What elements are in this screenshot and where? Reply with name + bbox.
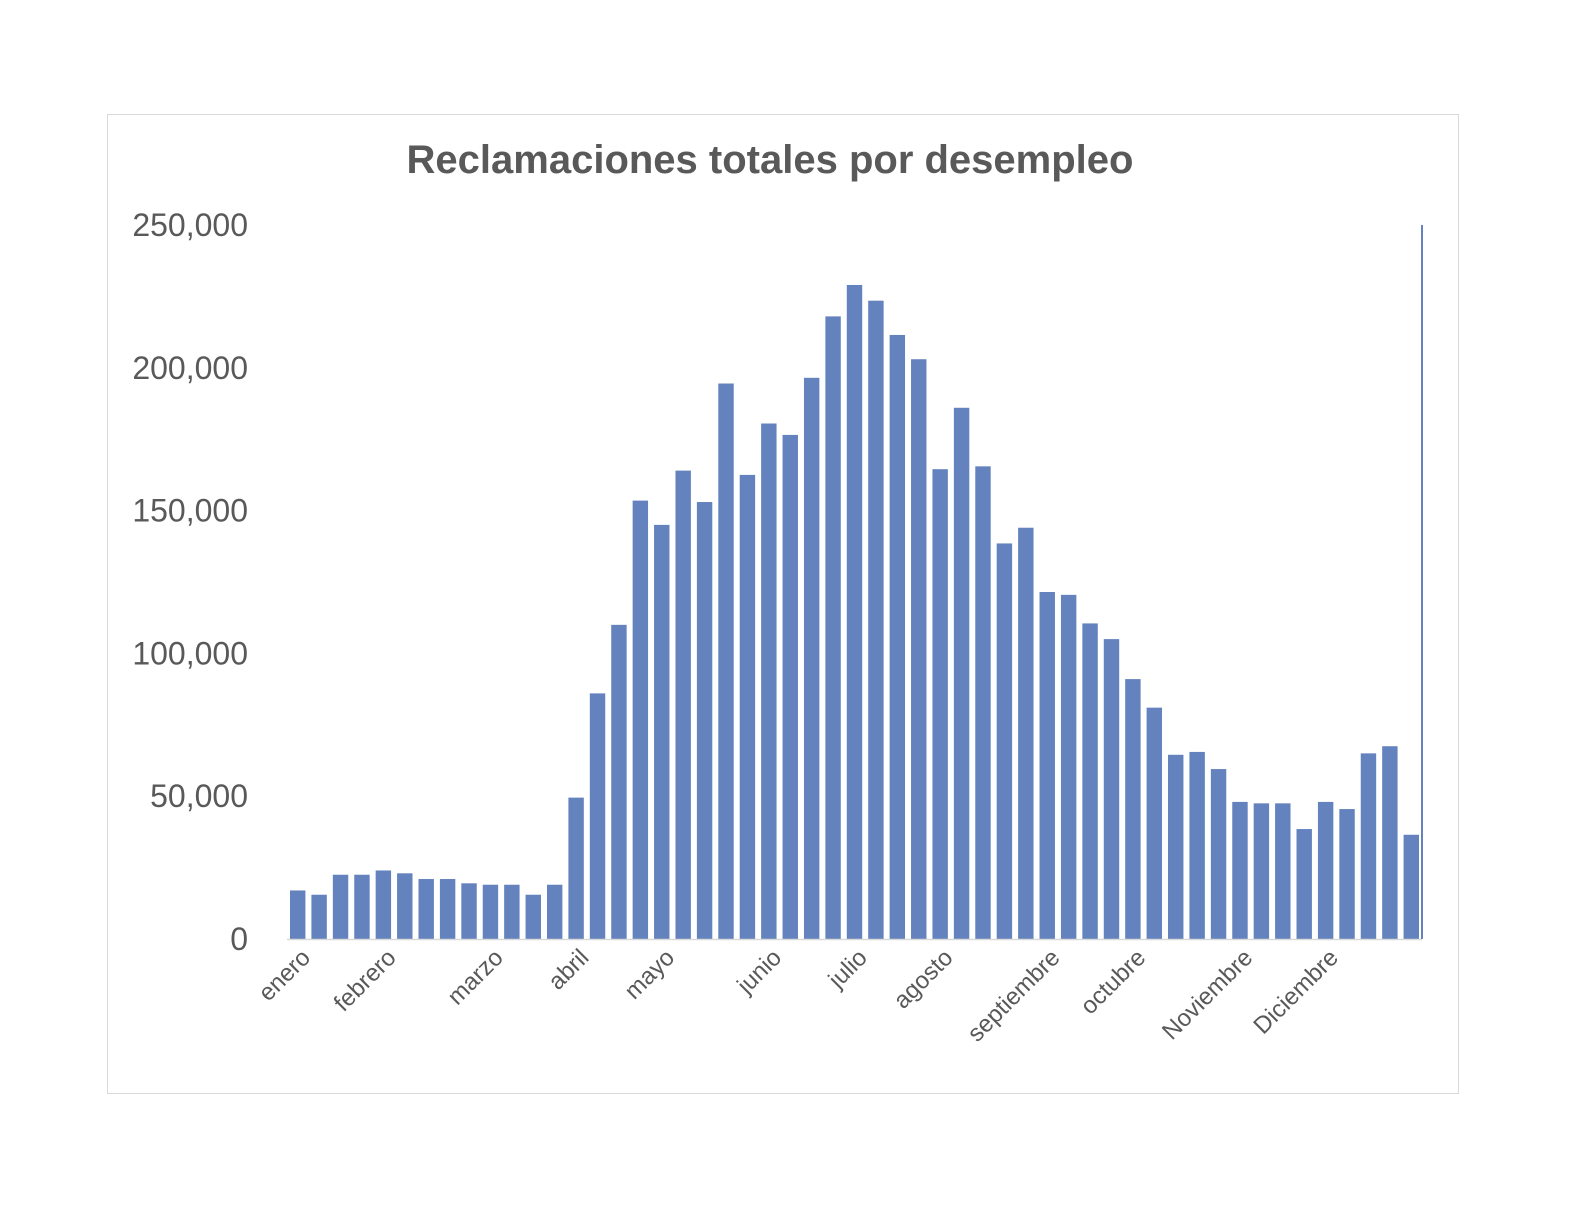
bar <box>782 434 798 939</box>
bar <box>1360 753 1377 939</box>
y-tick-label: 0 <box>230 921 248 957</box>
bar <box>975 466 991 939</box>
bar <box>504 884 520 939</box>
bar <box>868 300 884 940</box>
x-tick-label: Diciembre <box>1248 944 1343 1039</box>
bar <box>675 470 691 939</box>
bar <box>1189 751 1205 939</box>
bar <box>1296 829 1312 939</box>
bar <box>439 879 456 939</box>
bar <box>1018 527 1034 939</box>
bar <box>525 894 541 939</box>
y-tick-label: 150,000 <box>132 493 248 529</box>
bar <box>354 874 370 939</box>
bar <box>1125 679 1141 939</box>
bar <box>397 873 413 939</box>
bar <box>911 359 927 939</box>
bar <box>546 884 563 939</box>
x-tick-label: Noviembre <box>1157 944 1258 1045</box>
bar <box>461 883 477 939</box>
bar <box>589 693 606 939</box>
x-tick-label: marzo <box>442 944 508 1010</box>
bar <box>1146 707 1163 939</box>
bar <box>1339 809 1355 939</box>
bar <box>1403 834 1420 939</box>
bar <box>696 502 713 939</box>
bar <box>1210 769 1227 939</box>
bar <box>1317 801 1334 939</box>
x-tick-label: enero <box>253 944 316 1007</box>
bar <box>1382 746 1398 939</box>
y-tick-label: 100,000 <box>132 635 248 671</box>
bar <box>1253 803 1270 939</box>
bar <box>1232 801 1248 939</box>
x-tick-label: agosto <box>888 944 958 1014</box>
bar <box>482 884 499 939</box>
bar <box>739 474 756 939</box>
bar <box>1168 754 1184 939</box>
bar <box>1103 639 1120 939</box>
bar <box>289 890 306 939</box>
bar <box>718 383 734 939</box>
bar <box>889 334 906 939</box>
bar <box>761 423 777 939</box>
x-tick-label: junio <box>731 944 787 1000</box>
x-tick-label: febrero <box>329 944 402 1017</box>
bar <box>953 407 970 939</box>
bar <box>654 524 670 939</box>
bar <box>568 797 584 939</box>
x-tick-label: julio <box>823 944 873 994</box>
bar <box>996 543 1013 939</box>
x-tick-label: mayo <box>619 944 680 1005</box>
y-tick-label: 200,000 <box>132 350 248 386</box>
bar <box>1060 594 1077 939</box>
chart-title: Reclamaciones totales por desempleo <box>406 138 1134 182</box>
x-tick-label: abril <box>543 944 594 995</box>
y-tick-label: 50,000 <box>150 778 248 814</box>
bar <box>803 377 820 939</box>
bar <box>632 500 649 939</box>
bar <box>611 624 627 939</box>
x-tick-label: octubre <box>1075 944 1151 1020</box>
bar <box>332 874 349 939</box>
bar <box>418 879 434 939</box>
bar <box>932 469 948 939</box>
bar <box>1082 623 1098 939</box>
bar <box>846 284 863 939</box>
bar <box>1039 591 1055 939</box>
bar <box>375 870 392 939</box>
bar <box>311 894 327 939</box>
bar <box>1275 803 1291 939</box>
y-tick-label: 250,000 <box>132 207 248 243</box>
bar <box>825 316 841 940</box>
x-tick-label: septiembre <box>962 944 1065 1047</box>
